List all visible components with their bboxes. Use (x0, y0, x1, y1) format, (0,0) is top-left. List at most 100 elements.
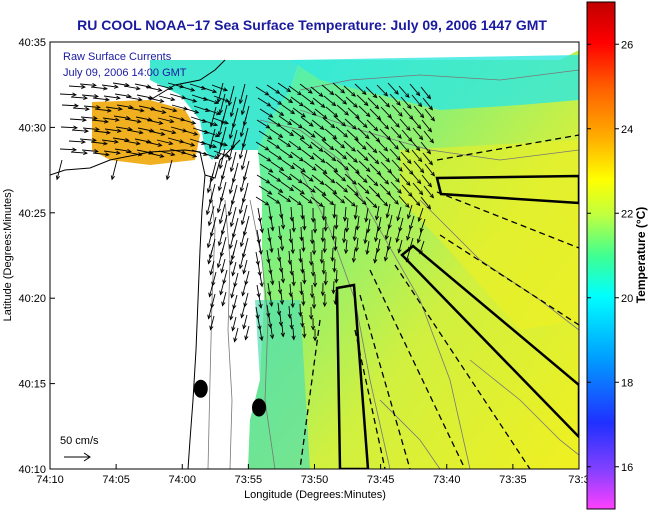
current-vector (229, 118, 236, 139)
current-vector-head (239, 187, 244, 193)
current-vector (343, 228, 346, 243)
current-vector (256, 229, 260, 244)
current-vector (59, 148, 77, 151)
current-vector-head (104, 152, 110, 157)
current-vector (310, 196, 324, 207)
current-vector-head (115, 150, 121, 155)
current-vector-head (265, 124, 271, 129)
current-vector-head (81, 139, 86, 144)
current-vector (376, 194, 388, 207)
current-vector (344, 118, 357, 130)
current-vector (92, 97, 109, 101)
current-vector-head (329, 145, 335, 151)
current-vector-head (208, 292, 213, 298)
current-vector-head (344, 227, 350, 233)
current-vector-head (135, 141, 141, 146)
sst-field-nw (150, 60, 300, 160)
current-vector (230, 305, 235, 320)
current-vector-head (217, 131, 222, 137)
current-vector-head (275, 89, 281, 94)
current-vector (126, 129, 143, 134)
current-vector (259, 328, 263, 341)
current-vector (279, 148, 293, 158)
current-vector (288, 85, 302, 96)
current-vector (375, 205, 380, 220)
colorbar-ticks: 16 18 20 22 24 26 (587, 39, 633, 474)
current-vector-head (291, 227, 296, 233)
current-vector (158, 95, 175, 101)
current-vector (90, 86, 107, 90)
current-vector (310, 86, 324, 97)
current-vector-head (192, 98, 198, 103)
current-vector (243, 259, 248, 274)
current-vector-head (276, 310, 282, 316)
current-vector-head (83, 150, 88, 156)
current-vector-head (278, 133, 284, 138)
current-vector-head (372, 93, 378, 99)
current-vector-head (221, 301, 226, 307)
colorbar: 16 18 20 22 24 26 Temperature (°C) (586, 1, 648, 510)
current-vector-head (415, 91, 421, 97)
current-vector (376, 139, 388, 152)
current-vector-head (215, 133, 221, 138)
current-vector (334, 93, 347, 105)
current-vector-head (312, 228, 318, 234)
current-vector-head (301, 301, 306, 307)
current-vector-head (426, 204, 432, 210)
current-vector (138, 105, 155, 110)
current-vector (256, 284, 260, 298)
current-vector-head (279, 166, 285, 171)
current-vector-head (405, 93, 410, 99)
x-tick-label: 74:10 (36, 474, 64, 486)
current-vector-head (397, 189, 402, 194)
current-vector-head (309, 155, 315, 160)
current-vector-head (375, 137, 381, 143)
current-vector-head (428, 160, 434, 166)
current-vector (281, 324, 284, 337)
current-vector (406, 226, 412, 241)
dashed-line-3 (439, 234, 579, 326)
current-vector (366, 119, 378, 131)
current-vector-head (224, 153, 230, 158)
current-vector-head (405, 148, 410, 154)
current-vector-head (136, 119, 142, 124)
current-vector (207, 227, 214, 248)
current-vector (288, 305, 291, 318)
current-vector-head (302, 279, 307, 285)
current-vector-head (429, 138, 434, 144)
current-vector (409, 83, 421, 96)
current-vector-head (170, 152, 176, 157)
current-vector-head (267, 190, 273, 195)
current-vector-head (300, 135, 305, 140)
current-vector (219, 203, 226, 224)
current-vector (70, 151, 87, 154)
current-vector (300, 171, 314, 182)
current-vector (321, 139, 334, 150)
current-vector (281, 269, 284, 283)
current-vector-head (288, 153, 294, 159)
current-vector (230, 96, 237, 117)
current-vector-head (394, 90, 399, 95)
current-vector (290, 206, 293, 221)
current-vector (257, 97, 271, 107)
current-vector (420, 141, 431, 154)
current-vector-head (351, 202, 356, 207)
current-vector (368, 185, 380, 197)
current-vector (387, 192, 399, 205)
current-vector (344, 206, 347, 221)
current-vector (148, 130, 165, 136)
current-vector-head (264, 91, 270, 96)
current-vector-head (165, 175, 170, 181)
current-vector (145, 141, 162, 146)
current-vector (137, 127, 154, 132)
current-vector (411, 149, 422, 162)
current-vector-head (398, 167, 403, 172)
current-vector-head (85, 106, 90, 112)
current-vector (323, 95, 336, 106)
current-vector (291, 129, 305, 140)
current-vector (303, 215, 305, 230)
current-vector-head (278, 321, 284, 327)
current-vector (358, 105, 371, 117)
current-vector (255, 251, 259, 265)
current-vector (423, 185, 434, 199)
